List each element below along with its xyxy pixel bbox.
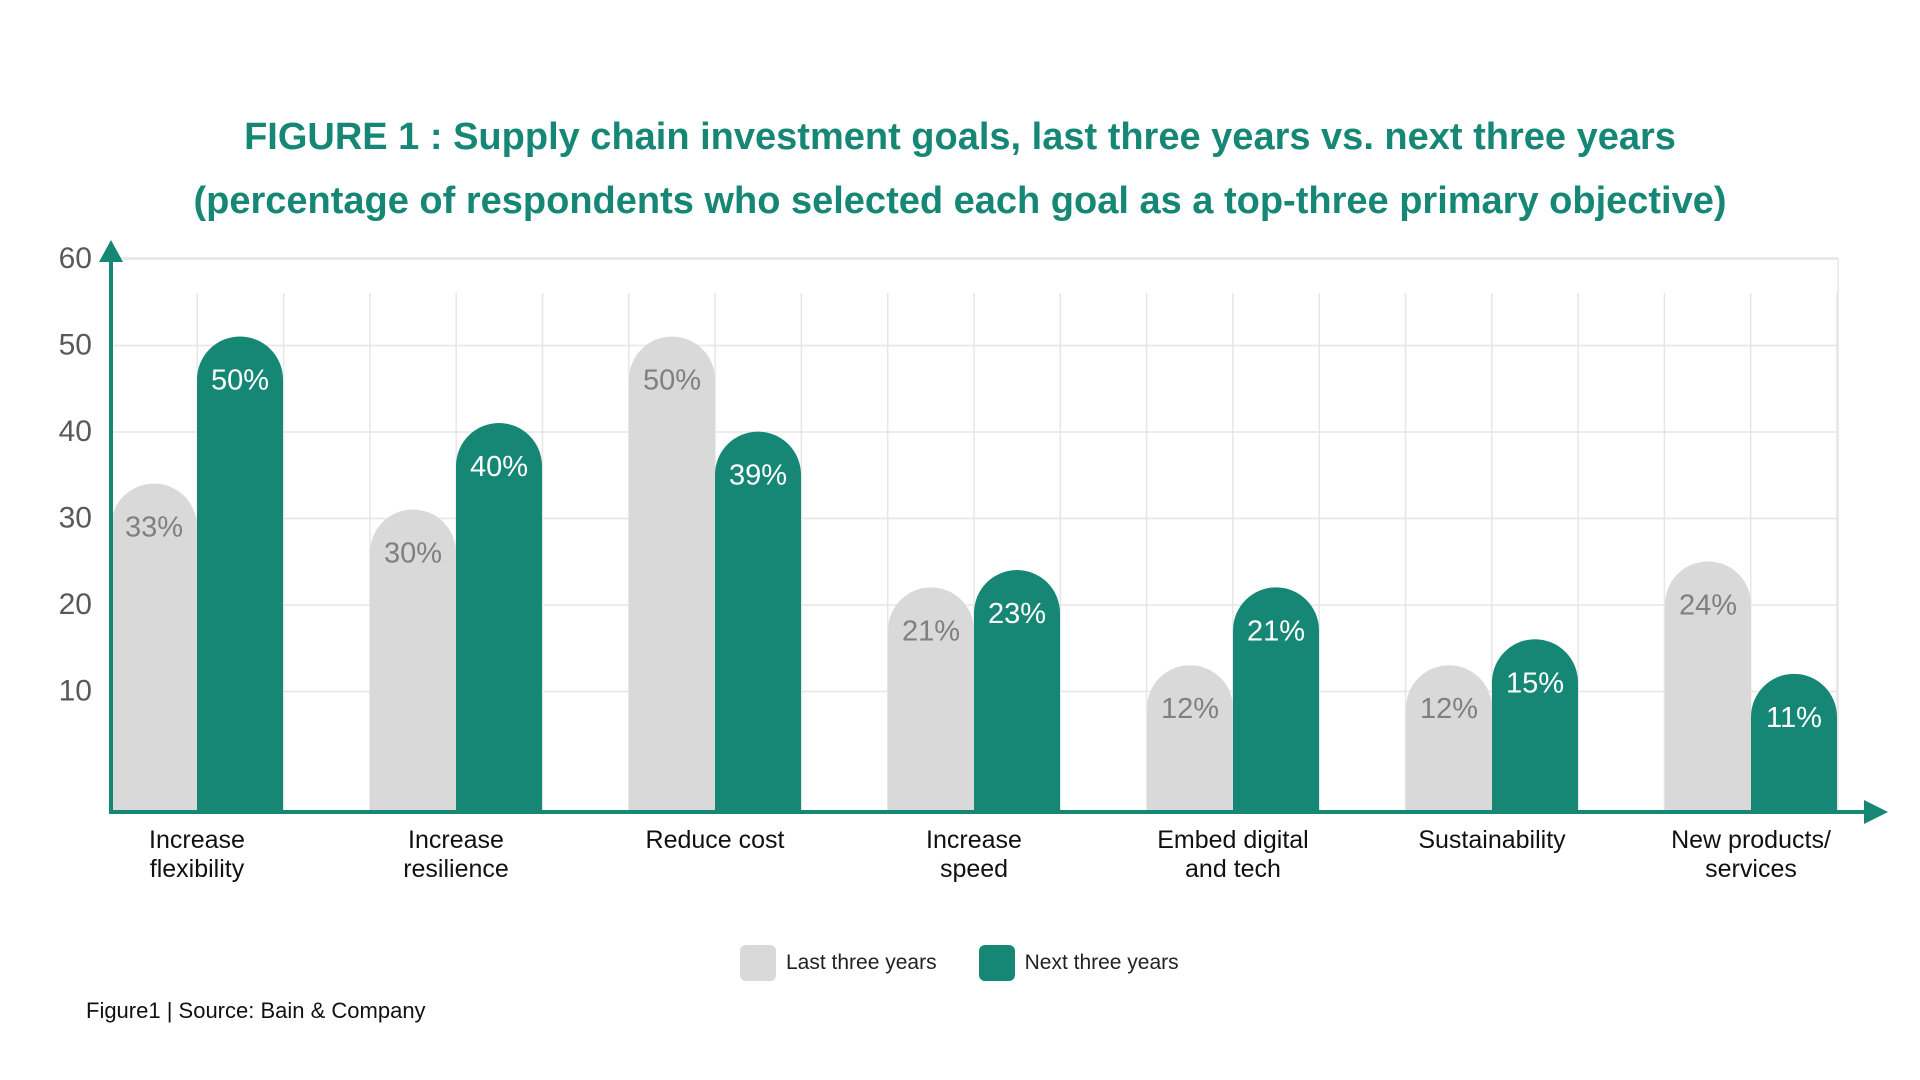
- legend-item-last: Last three years: [740, 945, 937, 981]
- legend: Last three years Next three years: [740, 945, 1221, 981]
- legend-swatch-last: [740, 945, 776, 981]
- x-category-label: Sustainability: [1418, 826, 1566, 854]
- y-axis-arrow-icon: [99, 240, 123, 262]
- data-label: 24%: [1679, 589, 1737, 621]
- bar-last-three-years: [888, 587, 974, 812]
- bar-next-three-years: [197, 336, 283, 812]
- data-label: 33%: [125, 512, 183, 544]
- x-category-label: Increase: [149, 826, 245, 854]
- x-category-label: speed: [940, 855, 1008, 883]
- x-category-label: and tech: [1185, 855, 1281, 883]
- bar-last-three-years: [1665, 561, 1751, 812]
- bar-last-three-years: [370, 509, 456, 812]
- x-axis-arrow-icon: [1864, 800, 1888, 824]
- bar-next-three-years: [1751, 673, 1837, 812]
- chart-title-line1: FIGURE 1 : Supply chain investment goals…: [244, 116, 1676, 158]
- y-tick-label: 40: [59, 415, 92, 448]
- data-label: 50%: [211, 365, 269, 397]
- bar-next-three-years: [974, 570, 1060, 812]
- data-label: 15%: [1506, 667, 1564, 699]
- data-label: 21%: [1247, 615, 1305, 647]
- x-category-label: services: [1705, 855, 1797, 883]
- x-category-label: Increase: [408, 826, 504, 854]
- data-label: 39%: [729, 460, 787, 492]
- bar-next-three-years: [456, 423, 542, 812]
- legend-label-next: Next three years: [1024, 951, 1179, 974]
- data-label: 40%: [470, 451, 528, 483]
- data-label: 11%: [1766, 702, 1822, 734]
- data-label: 12%: [1161, 693, 1219, 725]
- bar-next-three-years: [1492, 639, 1578, 812]
- data-label: 30%: [384, 538, 442, 570]
- y-tick-label: 50: [59, 329, 92, 362]
- x-category-label: resilience: [403, 855, 509, 883]
- data-label: 21%: [902, 615, 960, 647]
- data-label: 50%: [643, 365, 701, 397]
- x-category-label: flexibility: [150, 855, 245, 883]
- bar-next-three-years: [715, 431, 801, 812]
- data-label: 23%: [988, 598, 1046, 630]
- y-tick-label: 30: [59, 502, 92, 535]
- legend-item-next: Next three years: [978, 945, 1179, 981]
- bar-last-three-years: [1147, 665, 1233, 812]
- legend-label-last: Last three years: [786, 951, 937, 974]
- x-category-label: Embed digital: [1157, 826, 1308, 854]
- y-tick-label: 60: [59, 242, 92, 275]
- source-note: Figure1 | Source: Bain & Company: [86, 998, 426, 1023]
- bar-last-three-years: [629, 336, 715, 812]
- bar-last-three-years: [111, 483, 197, 812]
- data-label: 12%: [1420, 693, 1478, 725]
- y-tick-label: 10: [59, 675, 92, 708]
- x-category-label: New products/: [1671, 826, 1831, 854]
- y-tick-label: 20: [59, 588, 92, 621]
- x-category-label: Reduce cost: [646, 826, 785, 854]
- bar-next-three-years: [1233, 587, 1319, 812]
- chart-title-line2: (percentage of respondents who selected …: [193, 180, 1727, 222]
- legend-swatch-next: [978, 945, 1015, 981]
- bar-last-three-years: [1406, 665, 1492, 812]
- x-category-label: Increase: [926, 826, 1022, 854]
